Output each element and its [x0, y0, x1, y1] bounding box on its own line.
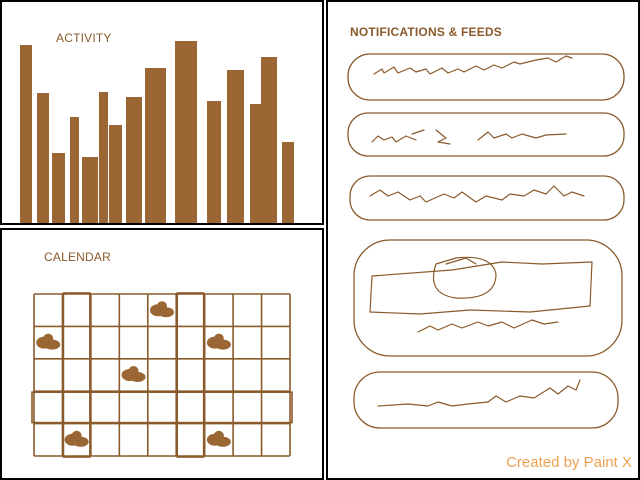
calendar-highlight-row	[31, 391, 293, 424]
activity-bar	[99, 92, 108, 223]
feed-card[interactable]	[353, 239, 623, 357]
activity-bar	[250, 104, 263, 223]
activity-panel: ACTIVITY	[0, 0, 324, 225]
calendar-highlight-column	[62, 292, 91, 458]
calendar-day-mark[interactable]	[121, 366, 146, 382]
feeds-title: NOTIFICATIONS & FEEDS	[350, 25, 502, 39]
calendar-grid-lines	[33, 293, 291, 457]
calendar-day-mark[interactable]	[150, 301, 174, 318]
feed-card[interactable]	[353, 371, 619, 429]
activity-bar	[145, 68, 166, 223]
activity-bar	[52, 153, 65, 223]
activity-bar	[82, 157, 98, 223]
activity-bar	[20, 45, 32, 223]
feeds-list	[347, 53, 625, 429]
feed-card[interactable]	[347, 112, 625, 157]
feed-card-scribble	[369, 185, 585, 203]
calendar-grid	[31, 292, 293, 458]
activity-bar	[109, 125, 122, 223]
calendar-day-mark[interactable]	[206, 430, 231, 447]
calendar-day-mark[interactable]	[64, 430, 89, 447]
feed-card-scribble	[377, 379, 581, 407]
credit-text: Created by Paint X	[506, 454, 632, 471]
feed-card-scribble	[369, 256, 593, 333]
activity-title: ACTIVITY	[56, 31, 112, 45]
calendar-day-mark[interactable]	[36, 333, 61, 350]
activity-bar	[207, 101, 221, 223]
activity-bar	[175, 41, 197, 223]
feed-card-scribble	[371, 129, 567, 145]
notifications-feeds-panel: NOTIFICATIONS & FEEDS Created by Paint X	[326, 0, 640, 480]
feed-card[interactable]	[349, 175, 625, 221]
calendar-day-mark[interactable]	[206, 333, 231, 350]
activity-bar	[227, 70, 244, 223]
activity-bar	[282, 142, 294, 223]
calendar-panel: CALENDAR	[0, 228, 324, 480]
feed-card[interactable]	[347, 53, 625, 101]
activity-bar-chart	[20, 41, 294, 223]
feed-card-scribble	[373, 55, 573, 75]
calendar-highlight-column	[176, 292, 205, 458]
activity-bar	[261, 57, 277, 223]
activity-bar	[37, 93, 49, 223]
activity-bar	[126, 97, 142, 223]
calendar-title: CALENDAR	[44, 250, 111, 264]
activity-bar	[70, 117, 79, 223]
